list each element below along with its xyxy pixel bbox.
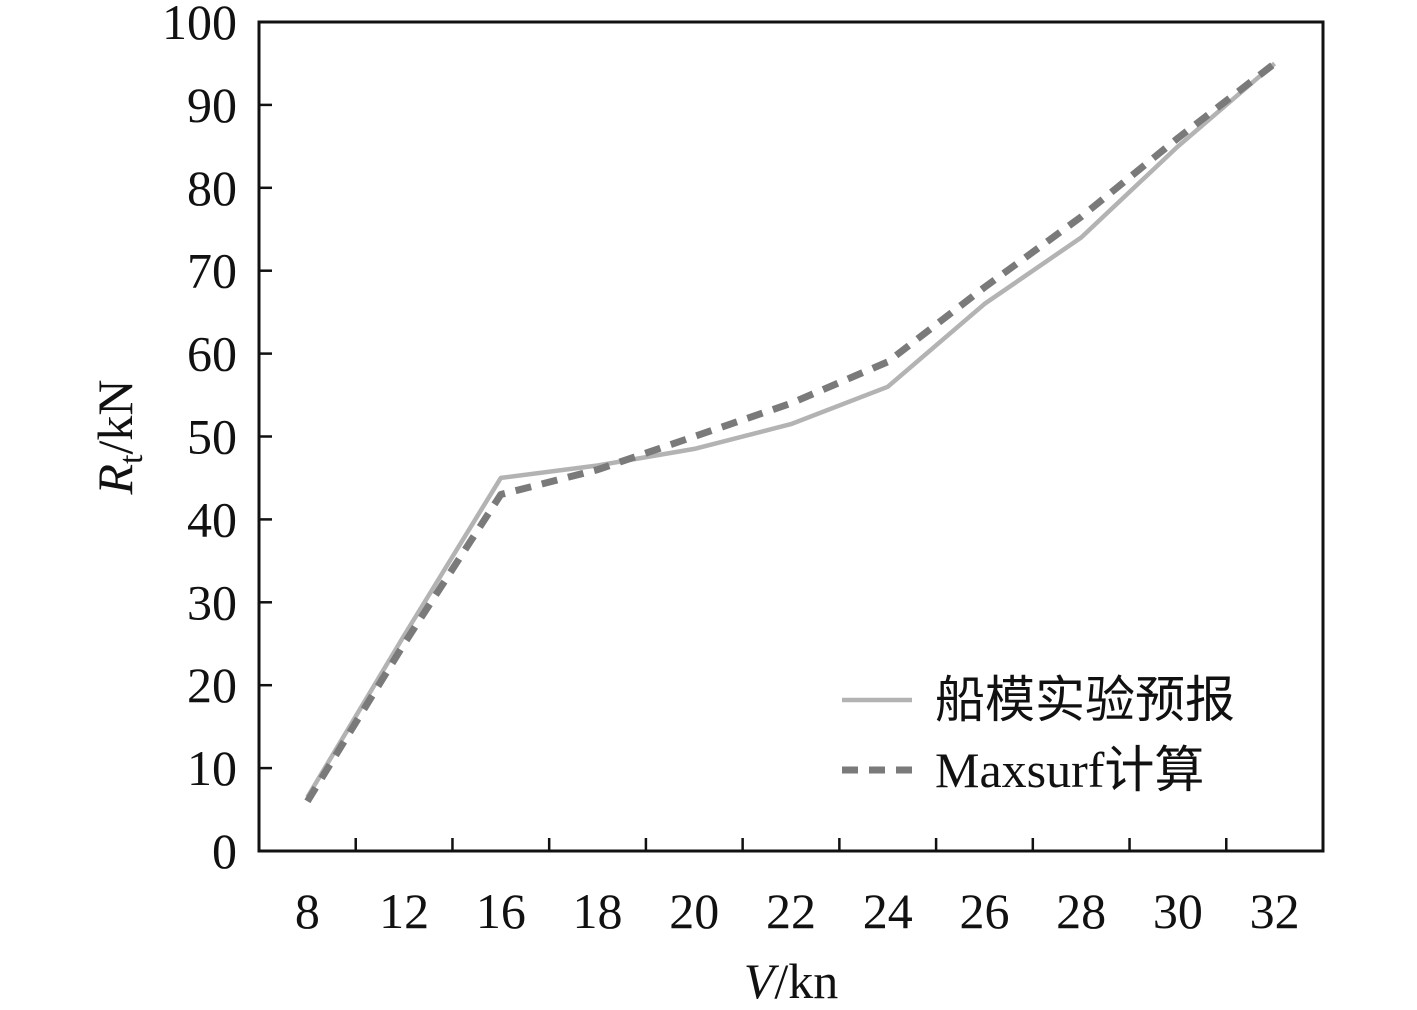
y-axis-title-unit: /kN [87,380,143,455]
y-axis-title-subscript: t [113,454,150,464]
x-tick-label: 22 [766,883,816,939]
y-tick-label: 0 [212,823,237,879]
series-line-0 [305,61,1277,799]
x-tick-label: 28 [1056,883,1106,939]
y-tick-label: 70 [187,243,237,299]
x-axis-title-unit: /kn [774,953,838,1009]
x-tick-label: 26 [959,883,1009,939]
y-tick-label: 10 [187,740,237,796]
y-axis-title-symbol: R [87,464,143,496]
x-tick-label: 20 [669,883,719,939]
y-tick-label: 60 [187,326,237,382]
legend: 船模实验预报 Maxsurf计算 [842,672,1235,798]
x-tick-label: 12 [379,883,429,939]
y-tick-label: 100 [162,0,237,50]
y-tick-label: 80 [187,160,237,216]
legend-label-1: Maxsurf计算 [935,742,1204,798]
x-tick-label: 32 [1250,883,1300,939]
x-axis-title-symbol: V [744,953,780,1009]
x-tick-label: 24 [863,883,913,939]
y-axis-ticks: 0 10 20 30 40 50 60 70 80 90 100 [162,0,272,879]
y-axis-title: Rt/kN [87,380,150,496]
y-tick-label: 40 [187,491,237,547]
x-axis-ticks: 8 12 16 18 20 22 24 26 28 30 32 [295,838,1300,939]
x-tick-label: 30 [1153,883,1203,939]
x-tick-label: 16 [476,883,526,939]
y-tick-label: 50 [187,409,237,465]
x-axis-title: V/kn [744,953,838,1009]
legend-label-0: 船模实验预报 [935,672,1235,728]
svg-text:Rt/kN: Rt/kN [87,380,150,496]
plot-frame [257,20,1325,853]
y-tick-label: 90 [187,77,237,133]
y-tick-label: 30 [187,574,237,630]
y-tick-label: 20 [187,657,237,713]
series-line-1 [304,60,1277,804]
x-tick-label: 18 [573,883,623,939]
series-layer [304,60,1277,804]
x-tick-label: 8 [295,883,320,939]
svg-text:V/kn: V/kn [744,953,838,1009]
